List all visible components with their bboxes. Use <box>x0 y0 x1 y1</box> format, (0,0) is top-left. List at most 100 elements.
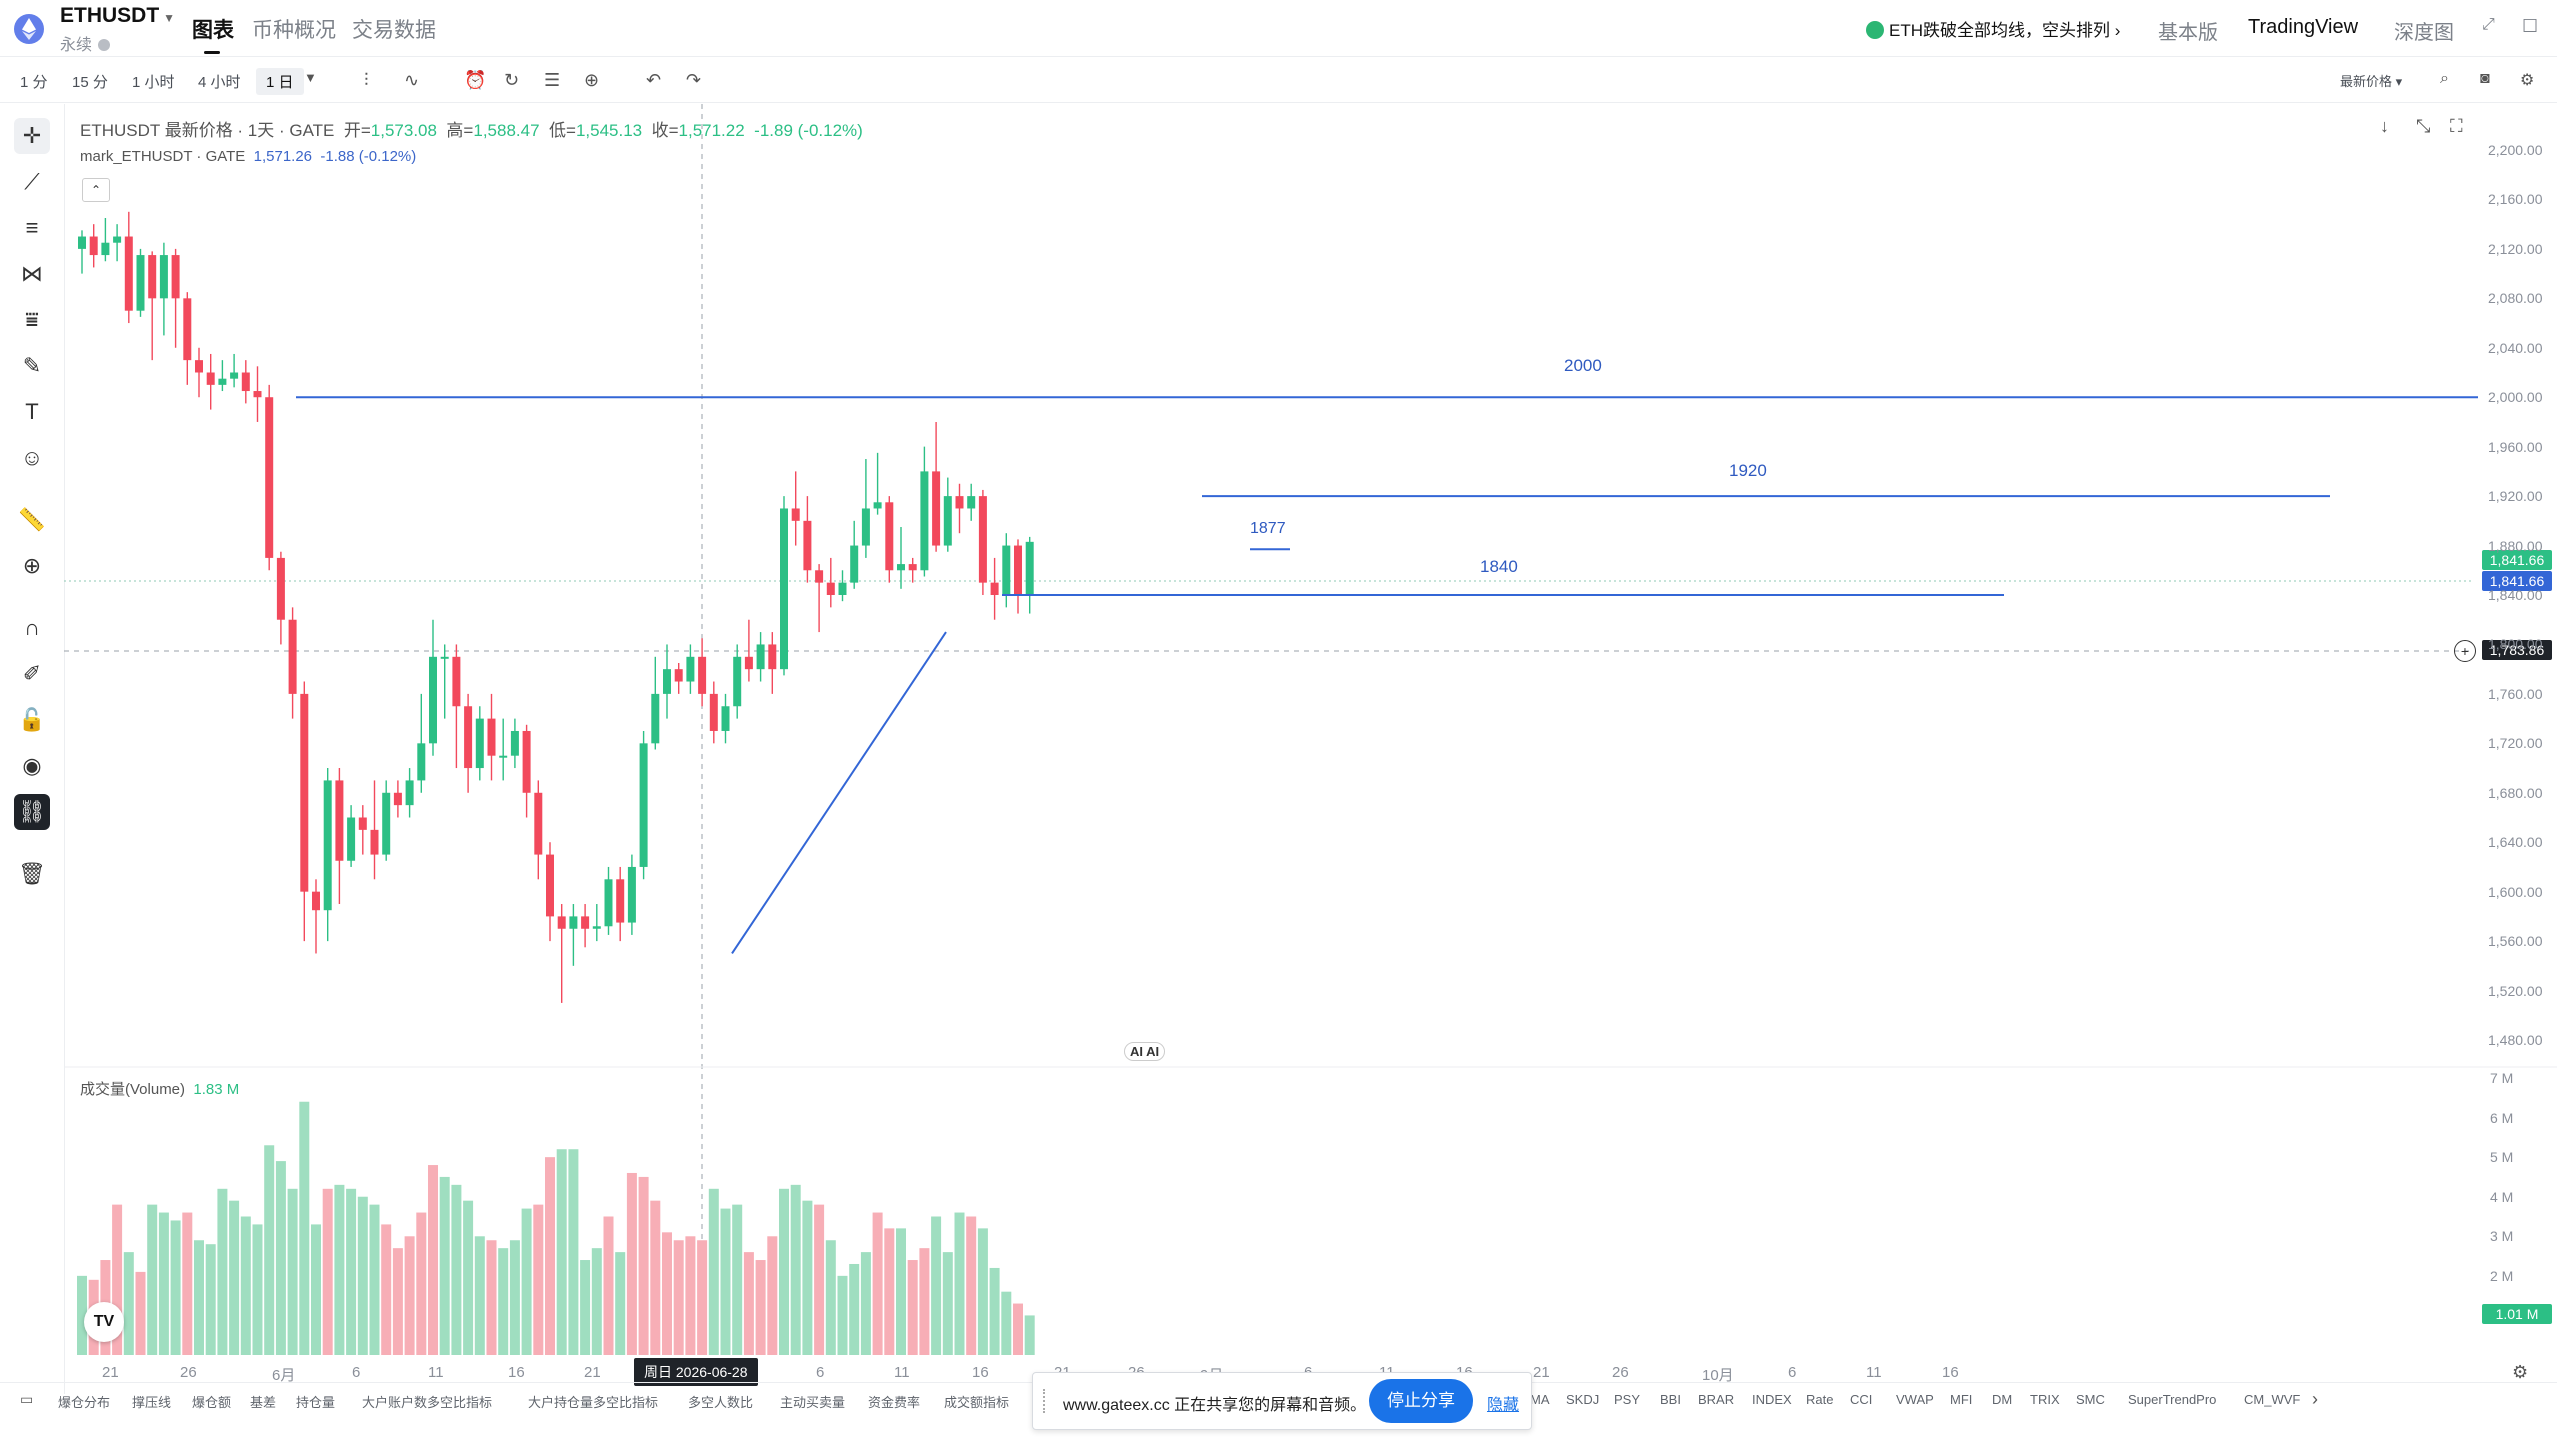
replay-icon[interactable]: ↻ <box>504 70 520 90</box>
alert-icon[interactable]: ⏰ <box>464 70 487 90</box>
timeframe-dropdown-icon[interactable]: ▼ <box>304 70 317 85</box>
indicator-item[interactable]: SKDJ <box>1566 1392 1600 1407</box>
template-icon[interactable]: ☰ <box>544 70 561 90</box>
volume-bar <box>615 1252 626 1355</box>
search-icon[interactable]: ⌕ <box>2440 70 2449 87</box>
news-ticker[interactable]: ETH跌破全部均线，空头排列 › <box>1866 16 2120 41</box>
volume-bar <box>147 1204 158 1355</box>
timeframe-1h[interactable]: 1 小时 <box>132 74 175 91</box>
parallel-lines-icon[interactable]: ≡ <box>25 215 39 240</box>
indicator-item[interactable]: 持仓量 <box>296 1395 336 1410</box>
stop-share-button[interactable]: 停止分享 <box>1369 1379 1473 1423</box>
view-basic[interactable]: 基本版 <box>2158 22 2218 44</box>
indicator-item[interactable]: 基差 <box>250 1395 277 1410</box>
indicator-item[interactable]: MA <box>1530 1392 1550 1407</box>
indicator-item[interactable]: CM_WVF <box>2244 1392 2301 1407</box>
indicator-item[interactable]: INDEX <box>1752 1392 1792 1407</box>
trend-line-icon[interactable]: ⟋ <box>24 169 40 194</box>
expand-icon[interactable]: ⤢ <box>2482 16 2495 33</box>
indicator-item[interactable]: PSY <box>1614 1392 1641 1407</box>
crosshair-icon[interactable]: ✛ <box>14 118 50 154</box>
volume-bar <box>720 1208 731 1355</box>
fullscreen-icon[interactable]: ☐ <box>2522 16 2539 36</box>
indicator-item[interactable]: 成交额指标 <box>944 1395 1010 1410</box>
volume-bar <box>299 1101 310 1355</box>
indicator-item[interactable]: SuperTrendPro <box>2128 1392 2217 1407</box>
fib-icon[interactable]: ⩸ <box>25 307 39 332</box>
indicator-item[interactable]: TRIX <box>2030 1392 2060 1407</box>
ai-chip[interactable]: AI AI <box>1124 1042 1166 1061</box>
candle-body <box>546 854 554 917</box>
symbol-selector[interactable]: ETHUSDT ▼ <box>60 4 176 27</box>
price-source-select[interactable]: 最新价格 ▾ <box>2340 74 2403 89</box>
indicator-item[interactable]: 大户持仓量多空比指标 <box>528 1395 659 1410</box>
tab-chart[interactable]: 图表 <box>192 14 234 54</box>
magnet-icon[interactable]: ∩ <box>24 615 40 640</box>
add-alert-plus-icon[interactable]: + <box>2454 640 2476 662</box>
eye-icon[interactable]: ◉ <box>22 753 42 778</box>
trash-icon[interactable]: 🗑 <box>18 861 46 886</box>
brush-icon[interactable]: ✎ <box>22 353 42 378</box>
add-plus-icon[interactable]: ⊕ <box>584 70 600 90</box>
gear-icon[interactable]: ⚙ <box>2512 1362 2529 1382</box>
ruler-icon[interactable]: 📏 <box>18 507 46 532</box>
legend-high: 1,588.47 <box>473 121 540 140</box>
timeframe-15m[interactable]: 15 分 <box>72 74 108 91</box>
candle-body <box>206 372 215 385</box>
hide-link[interactable]: 隐藏 <box>1487 1397 1520 1414</box>
indicator-item[interactable]: VWAP <box>1896 1392 1934 1407</box>
link-icon[interactable]: ⛓ <box>14 794 50 830</box>
view-depth[interactable]: 深度图 <box>2394 22 2454 44</box>
candle-body <box>756 644 765 670</box>
lock-icon[interactable]: 🔓 <box>18 707 46 732</box>
indicator-item[interactable]: SMC <box>2076 1392 2105 1407</box>
volume-bar <box>849 1263 860 1355</box>
indicator-item[interactable]: 大户账户数多空比指标 <box>362 1395 493 1410</box>
candle-body <box>955 496 964 509</box>
indicator-item[interactable]: BRAR <box>1698 1392 1735 1407</box>
indicator-item[interactable]: 撑压线 <box>132 1395 172 1410</box>
indicator-item[interactable]: Rate <box>1806 1392 1834 1407</box>
redo-icon[interactable]: ↷ <box>686 70 702 90</box>
drag-handle[interactable] <box>1043 1389 1049 1413</box>
calendar-icon[interactable]: ▭ <box>20 1391 34 1407</box>
indicator-item[interactable]: 爆仓分布 <box>58 1395 111 1410</box>
tab-trade-data[interactable]: 交易数据 <box>352 19 436 42</box>
pattern-icon[interactable]: ⋈ <box>21 261 43 286</box>
arrow-down-icon[interactable]: ↓ <box>2380 116 2389 136</box>
text-icon[interactable]: T <box>25 399 39 424</box>
timeframe-1d[interactable]: 1 日 <box>256 68 304 95</box>
indicator-item[interactable]: 资金费率 <box>868 1395 921 1410</box>
collapse-icon[interactable]: ⤡ <box>2416 116 2431 136</box>
timeframe-1m[interactable]: 1 分 <box>20 74 48 91</box>
indicators-icon[interactable]: ∿ <box>404 70 420 90</box>
maximize-icon[interactable]: ⛶ <box>2450 116 2463 136</box>
info-icon[interactable] <box>98 39 111 51</box>
timeframe-4h[interactable]: 4 小时 <box>198 74 241 91</box>
draw-lock-icon[interactable]: ✐ <box>22 661 42 686</box>
zoom-in-icon[interactable]: ⊕ <box>22 553 42 578</box>
volume-bar <box>919 1248 930 1355</box>
emoji-icon[interactable]: ☺ <box>20 445 44 470</box>
indicator-item[interactable]: MFI <box>1950 1392 1973 1407</box>
candle-body <box>651 693 660 744</box>
indicator-item[interactable]: 多空人数比 <box>688 1395 754 1410</box>
candle-body <box>312 891 320 911</box>
candle-body <box>721 706 730 731</box>
candle-type-icon[interactable]: ⫶ <box>364 70 369 90</box>
candle-body <box>464 706 473 769</box>
gear-icon[interactable]: ⚙ <box>2520 72 2535 89</box>
indicator-item[interactable]: 主动买卖量 <box>780 1395 846 1410</box>
tab-coin-overview[interactable]: 币种概况 <box>252 19 336 42</box>
camera-icon[interactable]: ◙ <box>2480 70 2490 87</box>
collapse-legend-icon[interactable]: ⌃ <box>82 178 110 202</box>
indicator-item[interactable]: 爆仓额 <box>192 1395 232 1410</box>
chevron-right-icon[interactable]: › <box>2312 1389 2318 1409</box>
indicator-item[interactable]: BBI <box>1660 1392 1681 1407</box>
tradingview-logo[interactable]: TV <box>84 1302 124 1342</box>
indicator-item[interactable]: DM <box>1992 1392 2013 1407</box>
undo-icon[interactable]: ↶ <box>646 70 662 90</box>
indicator-item[interactable]: CCI <box>1850 1392 1873 1407</box>
view-tradingview[interactable]: TradingView <box>2248 16 2359 38</box>
